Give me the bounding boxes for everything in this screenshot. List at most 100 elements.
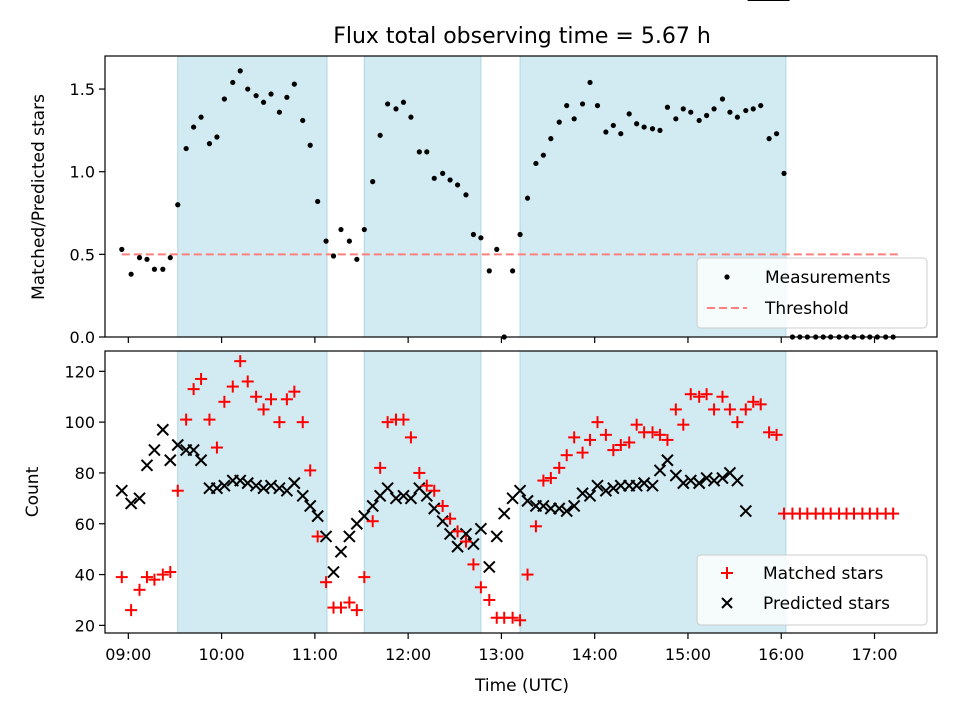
matched-star-point [544, 472, 557, 485]
measurement-point [454, 182, 461, 188]
predicted-star-point [133, 492, 146, 505]
matched-star-point [226, 380, 239, 393]
matched-star-point [708, 403, 721, 416]
matched-star-point [195, 372, 208, 385]
measurement-point [291, 81, 297, 87]
predicted-star-point [739, 504, 752, 518]
matched-star-point [568, 431, 581, 444]
measurement-point [167, 255, 173, 261]
y-tick-label: 120 [64, 362, 95, 381]
x-tick-label: 15:00 [665, 645, 711, 664]
measurement-point [119, 246, 125, 252]
predicted-star-point [513, 484, 527, 497]
predicted-star-point [428, 502, 441, 515]
matched-star-point [288, 385, 301, 398]
predicted-star-point [599, 484, 613, 497]
bottom-y-axis-label: Count [23, 466, 43, 517]
matched-star-point [171, 484, 184, 497]
predicted-star-point [249, 479, 263, 492]
predicted-star-point [591, 479, 604, 492]
matched-star-point [747, 395, 760, 408]
matched-star-point [140, 571, 153, 584]
measurement-point [237, 68, 243, 74]
matched-star-point [273, 416, 286, 429]
predicted-star-point [140, 459, 154, 472]
measurement-point [221, 96, 227, 102]
predicted-star-point [420, 489, 434, 503]
measurement-point [571, 116, 577, 122]
measurement-point [175, 202, 181, 208]
legend-marker-predicted [721, 597, 733, 609]
predicted-star-point [677, 476, 690, 490]
bottom-x-ticks: 09:00 10:00 11:00 12:00 13:00 14:00 15:00 16:00… [105, 633, 898, 664]
measurement-point [393, 106, 399, 112]
measurement-point [470, 231, 477, 238]
bottom-y-ticks: 20 40 60 80 100 120 [64, 362, 105, 635]
matched-star-point [521, 568, 534, 581]
matched-star-point [623, 436, 636, 449]
bottom-legend: Matched stars Predicted stars [696, 554, 928, 626]
measurement-point [649, 126, 656, 132]
measurement-point [136, 255, 143, 261]
matched-star-point [723, 403, 736, 416]
matched-star-point [684, 388, 697, 401]
x-tick-label: 13:00 [478, 645, 524, 664]
predicted-star-point [653, 464, 667, 477]
predicted-star-point [334, 545, 348, 558]
predicted-star-point [241, 476, 254, 490]
predicted-star-point [467, 537, 480, 551]
x-tick-label: 12:00 [385, 645, 431, 664]
measurement-point [610, 122, 616, 129]
predicted-star-point [576, 487, 589, 500]
matched-star-point [115, 571, 128, 584]
matched-star-point [700, 388, 713, 401]
predicted-star-point [218, 479, 231, 492]
measurement-point [268, 91, 274, 97]
matched-star-point [584, 433, 597, 446]
matched-star-point [250, 390, 263, 403]
predicted-star-point [459, 527, 473, 541]
matched-star-point [576, 446, 589, 459]
matched-star-point [311, 530, 324, 543]
measurement-point [510, 268, 516, 274]
measurement-point [641, 124, 647, 130]
predicted-star-point [630, 479, 643, 492]
predicted-star-point [567, 499, 581, 513]
measurement-point [626, 111, 632, 117]
predicted-star-point [700, 471, 713, 485]
measurement-point [408, 114, 414, 120]
measurement-point [533, 160, 539, 167]
matched-star-point [358, 571, 371, 584]
measurement-point [144, 256, 150, 262]
measurement-point [478, 235, 484, 241]
predicted-star-point [257, 481, 270, 495]
predicted-star-point [389, 492, 403, 505]
matched-star-point [180, 413, 193, 426]
measurement-point [128, 271, 134, 277]
matched-star-point [265, 393, 278, 406]
predicted-star-point [646, 479, 659, 492]
x-tick-label: 17:00 [851, 645, 897, 664]
measurement-point [214, 134, 220, 140]
matched-star-point [553, 461, 566, 474]
predicted-star-point [288, 476, 301, 490]
measurement-point [680, 106, 686, 112]
measurement-point [183, 145, 189, 152]
matched-star-point [514, 614, 527, 627]
predicted-star-point [661, 454, 674, 467]
matched-star-point [591, 416, 604, 429]
matched-star-point [669, 403, 682, 416]
measurement-point [416, 149, 422, 155]
matched-star-point [148, 573, 161, 586]
matched-star-point [716, 390, 729, 403]
legend-label-matched: Matched stars [763, 564, 883, 584]
predicted-star-point [296, 489, 309, 503]
matched-star-point [164, 566, 177, 579]
matched-star-point [467, 558, 480, 571]
shaded-interval [177, 350, 328, 634]
bottom-legend-box [696, 554, 928, 626]
top-y-ticks: 0.0 0.5 1.0 1.5 [70, 80, 105, 347]
predicted-star-point [607, 481, 620, 495]
measurement-point [191, 124, 197, 130]
measurement-point [734, 114, 740, 120]
